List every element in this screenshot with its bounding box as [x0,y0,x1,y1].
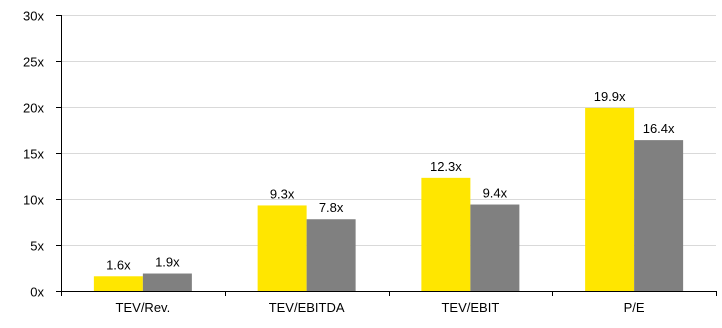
x-tick-label: TEV/EBIT [441,300,499,315]
y-tick-label: 5x [30,239,44,254]
y-tick-label: 0x [30,285,44,300]
data-label: 7.8x [319,200,344,215]
y-tick-label: 20x [23,101,44,116]
bar [142,273,192,291]
data-label: 16.4x [643,121,675,136]
data-label: 9.3x [270,186,295,201]
bar [257,205,307,291]
axes: 0x 5x 10x 15x 20x 25x 30x TEV/Rev. TEV/EBITDA TEV… [23,9,717,315]
y-tick-label: 25x [23,55,44,70]
x-tick-label: TEV/EBITDA [269,300,345,315]
data-label: 1.9x [155,255,180,270]
y-tick-label: 10x [23,193,44,208]
data-label: 9.4x [483,186,508,201]
bar [634,140,684,291]
bars [93,107,684,291]
bar [421,177,471,291]
x-tick-label: TEV/Rev. [116,300,171,315]
data-label: 12.3x [430,159,462,174]
bar [306,219,356,291]
y-tick-label: 30x [23,9,44,24]
data-labels: 1.6x 1.9x 9.3x 7.8x 12.3x 9.4x 19.9x 16.4x [106,89,675,272]
x-tick-label: P/E [624,300,645,315]
bar [93,276,143,291]
bar [470,204,520,291]
data-label: 1.6x [106,257,131,272]
data-label: 19.9x [594,89,626,104]
bar [585,107,635,291]
y-tick-label: 15x [23,147,44,162]
